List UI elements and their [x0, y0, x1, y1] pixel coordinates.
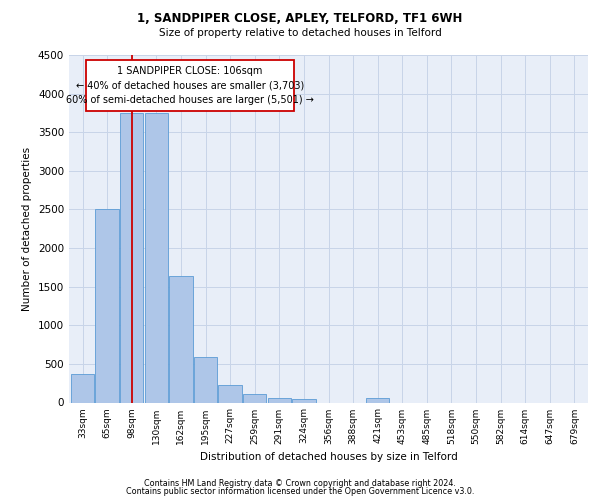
FancyBboxPatch shape: [86, 60, 294, 110]
Text: 1, SANDPIPER CLOSE, APLEY, TELFORD, TF1 6WH: 1, SANDPIPER CLOSE, APLEY, TELFORD, TF1 …: [137, 12, 463, 26]
Text: Contains HM Land Registry data © Crown copyright and database right 2024.: Contains HM Land Registry data © Crown c…: [144, 478, 456, 488]
Bar: [145, 113, 168, 403]
Bar: [71, 374, 94, 402]
Bar: [292, 400, 316, 402]
Text: 1 SANDPIPER CLOSE: 106sqm: 1 SANDPIPER CLOSE: 106sqm: [118, 66, 263, 76]
Bar: [95, 210, 119, 402]
Text: Size of property relative to detached houses in Telford: Size of property relative to detached ho…: [158, 28, 442, 38]
Bar: [243, 394, 266, 402]
Bar: [268, 398, 291, 402]
Y-axis label: Number of detached properties: Number of detached properties: [22, 146, 32, 311]
Bar: [194, 357, 217, 403]
Text: ← 40% of detached houses are smaller (3,703): ← 40% of detached houses are smaller (3,…: [76, 80, 304, 90]
Bar: [169, 276, 193, 402]
Bar: [366, 398, 389, 402]
X-axis label: Distribution of detached houses by size in Telford: Distribution of detached houses by size …: [200, 452, 457, 462]
Bar: [218, 384, 242, 402]
Bar: [120, 113, 143, 403]
Text: Contains public sector information licensed under the Open Government Licence v3: Contains public sector information licen…: [126, 487, 474, 496]
Text: 60% of semi-detached houses are larger (5,501) →: 60% of semi-detached houses are larger (…: [66, 94, 314, 104]
